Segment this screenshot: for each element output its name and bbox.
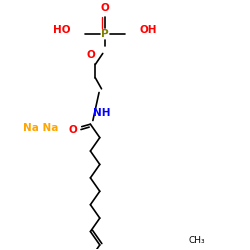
- Text: OH: OH: [140, 25, 157, 35]
- Text: Na Na: Na Na: [23, 123, 59, 133]
- Text: P: P: [102, 29, 109, 39]
- Text: O: O: [86, 50, 95, 60]
- Text: O: O: [101, 3, 110, 13]
- Text: HO: HO: [53, 25, 70, 35]
- Text: O: O: [69, 125, 78, 135]
- Text: NH: NH: [93, 108, 110, 118]
- Text: CH₃: CH₃: [188, 236, 205, 244]
